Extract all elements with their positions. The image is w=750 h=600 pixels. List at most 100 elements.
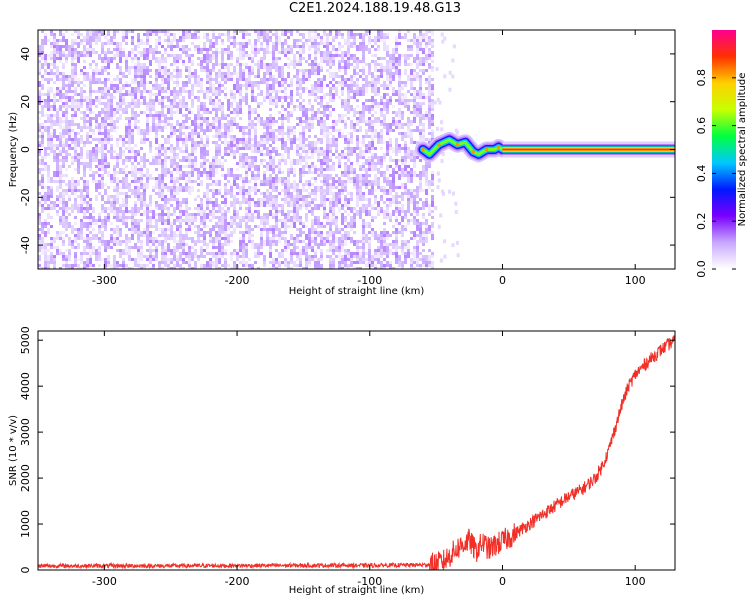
noise-cell bbox=[185, 147, 188, 150]
noise-cell bbox=[284, 237, 287, 243]
noise-cell bbox=[338, 117, 341, 123]
noise-cell bbox=[170, 75, 173, 78]
noise-cell bbox=[419, 132, 422, 135]
noise-cell bbox=[182, 120, 185, 123]
noise-cell bbox=[62, 105, 65, 108]
noise-cell bbox=[329, 165, 332, 171]
noise-cell bbox=[383, 39, 386, 42]
noise-cell bbox=[296, 228, 299, 231]
noise-cell bbox=[305, 189, 308, 192]
noise-cell bbox=[284, 48, 287, 54]
noise-cell bbox=[47, 117, 50, 123]
noise-cell bbox=[338, 129, 341, 132]
noise-cell bbox=[368, 162, 371, 165]
noise-cell bbox=[101, 45, 104, 48]
noise-cell bbox=[296, 51, 299, 54]
noise-cell bbox=[125, 93, 128, 96]
noise-cell bbox=[335, 156, 338, 159]
noise-cell bbox=[101, 57, 104, 63]
noise-cell bbox=[353, 81, 356, 87]
noise-cell bbox=[260, 90, 263, 96]
noise-cell bbox=[221, 195, 224, 198]
noise-cell bbox=[224, 186, 227, 189]
noise-cell bbox=[140, 240, 143, 243]
noise-cell bbox=[266, 141, 269, 144]
noise-cell bbox=[302, 198, 305, 201]
noise-cell bbox=[314, 99, 317, 102]
noise-cell bbox=[95, 165, 98, 168]
noise-cell bbox=[188, 57, 191, 60]
noise-cell bbox=[269, 228, 272, 231]
noise-cell bbox=[275, 129, 278, 132]
noise-cell bbox=[377, 120, 380, 123]
noise-cell bbox=[359, 165, 362, 168]
noise-cell bbox=[359, 189, 362, 195]
noise-cell bbox=[242, 162, 245, 168]
noise-cell bbox=[173, 219, 176, 225]
noise-cell bbox=[296, 234, 299, 237]
noise-cell bbox=[164, 174, 167, 177]
noise-cell bbox=[338, 75, 341, 78]
noise-cell bbox=[350, 180, 353, 183]
noise-cell bbox=[200, 105, 203, 111]
noise-cell bbox=[245, 189, 248, 192]
noise-cell bbox=[317, 204, 320, 210]
noise-cell bbox=[347, 39, 350, 42]
noise-cell bbox=[173, 165, 176, 168]
noise-cell bbox=[167, 198, 170, 201]
noise-cell bbox=[59, 174, 62, 177]
noise-cell bbox=[134, 228, 137, 234]
noise-cell bbox=[353, 93, 356, 99]
noise-cell bbox=[149, 144, 152, 147]
noise-cell bbox=[89, 162, 92, 168]
noise-cell bbox=[320, 225, 323, 228]
noise-cell bbox=[56, 159, 59, 162]
noise-cell bbox=[149, 51, 152, 54]
noise-cell bbox=[233, 45, 236, 48]
noise-cell bbox=[296, 147, 299, 150]
noise-cell bbox=[161, 198, 164, 201]
noise-cell bbox=[347, 207, 350, 210]
noise-cell bbox=[44, 54, 47, 57]
noise-cell bbox=[332, 72, 335, 75]
noise-cell bbox=[149, 81, 152, 84]
noise-cell bbox=[248, 138, 251, 144]
noise-cell bbox=[404, 54, 407, 60]
noise-cell bbox=[287, 51, 290, 54]
noise-cell bbox=[398, 75, 401, 78]
noise-cell bbox=[386, 99, 389, 102]
noise-cell bbox=[173, 213, 176, 216]
noise-cell bbox=[308, 102, 311, 105]
noise-cell bbox=[356, 210, 359, 216]
noise-cell bbox=[110, 174, 113, 180]
noise-cell bbox=[254, 129, 257, 135]
noise-cell bbox=[164, 168, 167, 174]
noise-cell bbox=[401, 54, 404, 57]
noise-cell bbox=[158, 120, 161, 123]
noise-cell bbox=[143, 90, 146, 93]
noise-cell bbox=[272, 102, 275, 105]
noise-cell bbox=[71, 129, 74, 132]
noise-cell bbox=[182, 60, 185, 63]
noise-cell bbox=[386, 177, 389, 180]
noise-cell bbox=[65, 183, 68, 186]
noise-cell bbox=[416, 207, 419, 213]
noise-cell bbox=[110, 120, 113, 123]
noise-cell bbox=[134, 165, 137, 171]
noise-cell bbox=[392, 159, 395, 162]
noise-cell bbox=[272, 156, 275, 159]
noise-cell bbox=[77, 159, 80, 162]
noise-cell bbox=[161, 81, 164, 87]
noise-cell bbox=[197, 126, 200, 129]
noise-cell bbox=[53, 96, 56, 99]
noise-cell bbox=[98, 39, 101, 42]
noise-cell bbox=[209, 111, 212, 114]
noise-cell bbox=[200, 156, 203, 159]
noise-cell bbox=[59, 105, 62, 111]
noise-cell bbox=[410, 171, 413, 174]
noise-cell bbox=[209, 129, 212, 132]
noise-cell bbox=[98, 183, 101, 189]
noise-cell bbox=[149, 240, 152, 243]
noise-cell bbox=[56, 162, 59, 165]
noise-cell bbox=[182, 198, 185, 204]
